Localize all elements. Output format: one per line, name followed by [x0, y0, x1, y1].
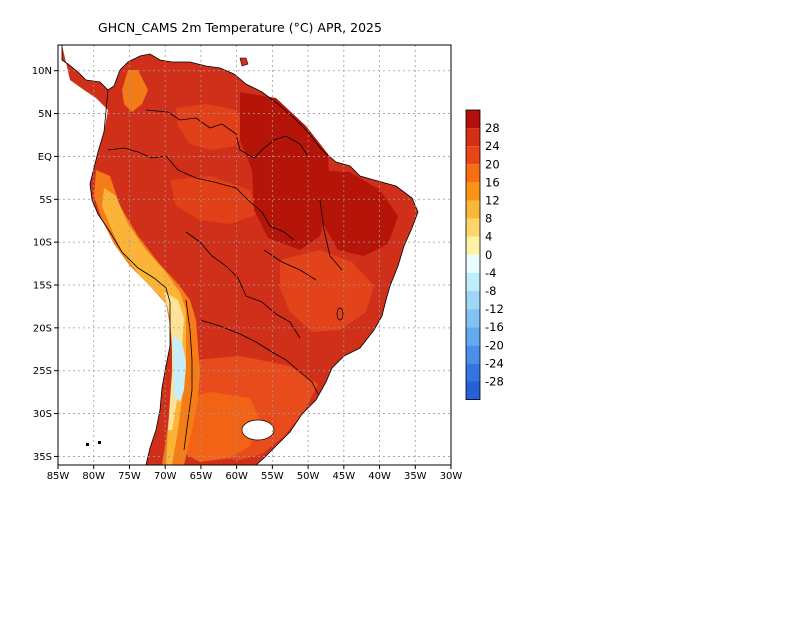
- lat-tick-label: 20S: [33, 323, 52, 334]
- colorbar-label: -12: [485, 302, 504, 316]
- coastline-west: [89, 89, 171, 465]
- border-chile-argentina: [183, 299, 193, 451]
- lon-tick-label: 80W: [82, 471, 105, 482]
- longitude-axis: 85W 80W 75W 70W 65W 60W 55W 50W 45W 40W 35W 30W: [47, 465, 463, 482]
- lat-tick-label: 15S: [33, 281, 52, 292]
- colorbar-label: 28: [485, 121, 500, 135]
- lat-tick-label: 10N: [32, 66, 52, 77]
- lon-tick-label: 35W: [404, 471, 427, 482]
- lon-tick-label: 55W: [261, 471, 284, 482]
- colorbar-swatch: [466, 381, 480, 400]
- colorbar-swatch: [466, 291, 480, 310]
- lon-tick-label: 75W: [118, 471, 141, 482]
- lat-tick-label: 30S: [33, 409, 52, 420]
- colorbar-label: -4: [485, 266, 496, 280]
- andes-cool-band: [102, 188, 186, 465]
- colorbar-label: -20: [485, 338, 504, 352]
- latitude-axis: 10N 5N EQ 5S 10S 15S 20S 25S 30S 35S: [32, 66, 58, 463]
- border-paraguay: [245, 295, 301, 339]
- lagoon-outline: [336, 307, 344, 321]
- colorbar-swatch: [466, 272, 480, 291]
- lat-tick-label: 5N: [38, 109, 52, 120]
- colorbar-swatch: [466, 128, 480, 147]
- border-uruguay: [299, 371, 319, 395]
- lat-tick-label: 25S: [33, 366, 52, 377]
- colorbar-swatch: [466, 200, 480, 219]
- lon-tick-label: 40W: [368, 471, 391, 482]
- lat-tick-label: 5S: [39, 195, 52, 206]
- colorbar-swatch: [466, 218, 480, 237]
- caribbean-island: [239, 57, 249, 67]
- colorbar-label: 16: [485, 175, 500, 189]
- colorbar-swatch: [466, 327, 480, 346]
- colorbar-swatch: [466, 110, 480, 129]
- colorbar-label: 8: [485, 212, 492, 226]
- colorbar-label: 4: [485, 230, 492, 244]
- map-title: GHCN_CAMS 2m Temperature (°C) APR, 2025: [98, 20, 382, 35]
- continent-land: [62, 45, 418, 465]
- border-colombia-ecuador: [107, 147, 167, 159]
- coastline-east: [61, 45, 419, 465]
- country-borders: [61, 45, 419, 465]
- border-peru-bolivia: [185, 231, 247, 297]
- lat-tick-label: EQ: [38, 152, 52, 163]
- colorbar-swatch: [466, 236, 480, 255]
- border-peru-brazil: [165, 155, 249, 201]
- lat-tick-label: 10S: [33, 238, 52, 249]
- island-marker: [98, 441, 101, 444]
- colorbar-swatch: [466, 146, 480, 165]
- colorbar-label: -16: [485, 320, 504, 334]
- border-colombia-venezuela: [145, 109, 223, 129]
- lon-tick-label: 45W: [333, 471, 356, 482]
- lat-tick-label: 35S: [33, 452, 52, 463]
- colorbar-label: -28: [485, 375, 504, 389]
- colorbar-frame: [465, 109, 481, 401]
- colorbar-swatch: [466, 345, 480, 364]
- colorbar-swatch: [466, 182, 480, 201]
- lon-tick-label: 30W: [440, 471, 463, 482]
- colorbar-swatch: [466, 164, 480, 183]
- border-venezuela-brazil: [221, 123, 263, 159]
- colorbar: 28 24 20 16 12 8 4 0 -4 -8 -12 -16 -20 -24 -28: [465, 109, 504, 401]
- lon-tick-label: 60W: [225, 471, 248, 482]
- map-frame: [57, 44, 452, 466]
- lon-tick-label: 85W: [47, 471, 70, 482]
- gridlines: [58, 45, 451, 465]
- border-argentina-north: [199, 319, 301, 373]
- colorbar-label: -8: [485, 284, 496, 298]
- border-guianas: [261, 135, 309, 157]
- island-marker: [86, 443, 89, 446]
- colorbar-label: 20: [485, 157, 500, 171]
- colorbar-label: 24: [485, 139, 500, 153]
- rio-de-la-plata: [241, 419, 275, 441]
- colorbar-swatch: [466, 309, 480, 328]
- pampas-zone: [178, 392, 260, 462]
- colombia-highlands: [122, 70, 148, 112]
- map-area: [58, 45, 451, 465]
- brazil-highlands-zone: [280, 250, 374, 332]
- border-brazil-states: [319, 199, 343, 271]
- northeast-hot-core: [312, 170, 398, 256]
- lon-tick-label: 65W: [190, 471, 213, 482]
- colorbar-label: 12: [485, 194, 500, 208]
- colorbar-label: 0: [485, 248, 492, 262]
- colorbar-swatch: [466, 254, 480, 273]
- lon-tick-label: 50W: [297, 471, 320, 482]
- colorbar-label: -24: [485, 356, 504, 370]
- lon-tick-label: 70W: [154, 471, 177, 482]
- border-bolivia-brazil: [247, 199, 295, 241]
- altiplano-cold-zone: [172, 336, 186, 402]
- colorbar-swatch: [466, 363, 480, 382]
